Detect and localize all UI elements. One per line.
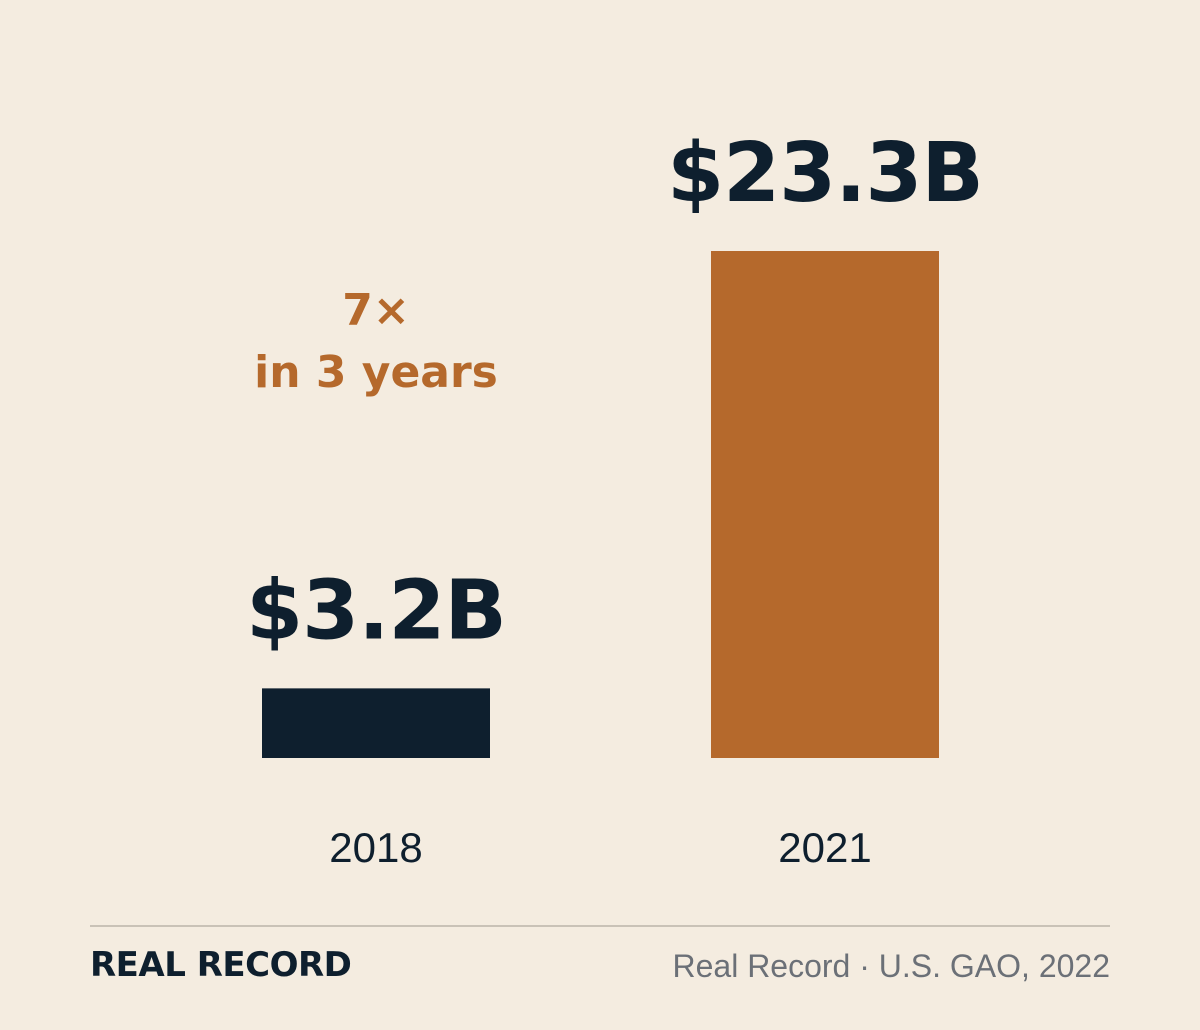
- value-label-2018: $3.2B: [246, 563, 506, 658]
- source-credit: Real Record · U.S. GAO, 2022: [672, 948, 1110, 984]
- bar-2021: [711, 251, 939, 758]
- bar-2018: [262, 688, 490, 758]
- brand-logo-text: REAL RECORD: [90, 945, 352, 985]
- category-label-2018: 2018: [329, 824, 422, 871]
- value-label-2021: $23.3B: [667, 126, 983, 221]
- category-label-2021: 2021: [778, 824, 871, 871]
- footer-divider: [90, 925, 1110, 927]
- annotation-line-2: in 3 years: [254, 347, 498, 398]
- bar-chart: $3.2B 2018 $23.3B 2021 7× in 3 years: [246, 126, 984, 871]
- annotation-line-1: 7×: [342, 285, 409, 336]
